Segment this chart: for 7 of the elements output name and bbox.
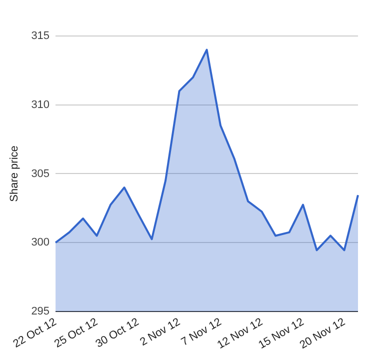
y-tick-label: 315 <box>31 30 50 42</box>
y-tick-label: 300 <box>31 236 50 249</box>
y-tick-label: 310 <box>31 98 50 111</box>
y-tick-label: 305 <box>31 168 50 180</box>
x-tick-label: 2 Nov 12 <box>138 316 182 348</box>
y-tick-label: 295 <box>31 306 50 318</box>
y-axis-title: Share price <box>8 146 21 202</box>
